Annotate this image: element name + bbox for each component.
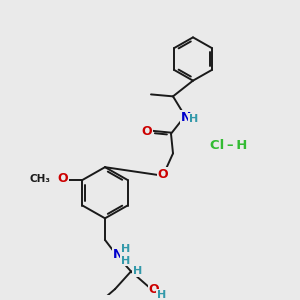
Text: O: O: [57, 172, 68, 185]
Text: O: O: [158, 167, 168, 181]
Text: N: N: [113, 248, 123, 261]
Text: CH₃: CH₃: [29, 174, 50, 184]
Text: H: H: [189, 114, 199, 124]
Text: N: N: [181, 110, 191, 124]
Text: H: H: [122, 256, 130, 266]
Text: H: H: [122, 244, 130, 254]
Text: O: O: [142, 125, 152, 138]
Text: H: H: [158, 290, 166, 300]
Text: O: O: [149, 283, 159, 296]
Text: H: H: [134, 266, 142, 276]
Text: Cl – H: Cl – H: [210, 139, 248, 152]
